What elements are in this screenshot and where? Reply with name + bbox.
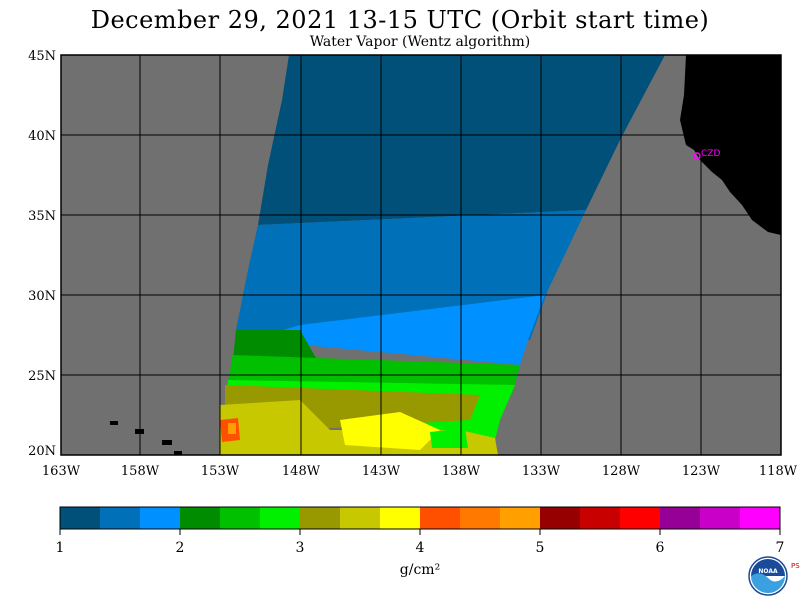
colorbar-tick-label: 4: [416, 540, 425, 556]
logo-text: NOAA: [758, 568, 778, 575]
station-label: CZD: [701, 149, 720, 159]
swath-band-bright-blue: [250, 295, 545, 365]
colorbar-tick-label: 1: [56, 540, 65, 556]
colorbar-swatch: [100, 507, 140, 529]
swath-band-yellow: [340, 412, 440, 450]
land-north-america: [680, 55, 781, 235]
noaa-logo-icon: NOAA: [748, 556, 788, 596]
psl-logo-text: PSL: [791, 562, 800, 570]
lat-label: 20N: [28, 444, 56, 459]
lon-label: 128W: [602, 464, 641, 479]
lat-label: 30N: [28, 289, 56, 304]
lat-label: 40N: [28, 129, 56, 144]
longitude-labels: 163W 158W 153W 148W 143W 138W 133W 128W …: [42, 464, 798, 479]
colorbar-swatch: [420, 507, 460, 529]
lat-label: 35N: [28, 209, 56, 224]
lon-label: 123W: [682, 464, 721, 479]
colorbar-tick-label: 2: [176, 540, 185, 556]
colorbar-swatch: [140, 507, 180, 529]
island-hawaii: [174, 451, 182, 455]
colorbar-swatch: [660, 507, 700, 529]
colorbar-swatch: [580, 507, 620, 529]
colorbar-swatch: [500, 507, 540, 529]
colorbar: [59, 506, 781, 530]
colorbar-swatch: [220, 507, 260, 529]
map-subtitle: Water Vapor (Wentz algorithm): [309, 34, 531, 50]
lon-label: 138W: [442, 464, 481, 479]
lon-label: 158W: [121, 464, 160, 479]
lat-label: 45N: [28, 49, 56, 64]
colorbar-swatch: [620, 507, 660, 529]
colorbar-tick-label: 6: [656, 540, 665, 556]
lon-label: 143W: [362, 464, 401, 479]
station-marker: CZD: [693, 149, 720, 160]
colorbar-tick-label: 3: [296, 540, 305, 556]
colorbar-swatch: [380, 507, 420, 529]
lat-label: 25N: [28, 369, 56, 384]
island-maui: [162, 440, 172, 445]
swath-band-amber-patch: [228, 423, 236, 434]
latitude-labels: 45N 40N 35N 30N 25N 20N: [28, 49, 56, 459]
map-border: [60, 54, 782, 456]
colorbar-swatch: [460, 507, 500, 529]
lon-label: 153W: [201, 464, 240, 479]
lon-label: 163W: [42, 464, 81, 479]
colorbar-unit: g/cm²: [399, 562, 441, 578]
map-title: December 29, 2021 13-15 UTC (Orbit start…: [90, 6, 710, 34]
map-panel: CZD: [60, 54, 782, 456]
colorbar-swatch: [540, 507, 580, 529]
colorbar-swatch: [60, 507, 100, 529]
lon-label: 118W: [759, 464, 798, 479]
lon-label: 148W: [282, 464, 321, 479]
colorbar-ticks: 1 2 3 4 5 6 7: [56, 529, 785, 556]
station-circle: [693, 152, 701, 160]
swath-band-bright-green-patch: [430, 428, 468, 448]
lon-label: 133W: [522, 464, 561, 479]
colorbar-swatch: [260, 507, 300, 529]
colorbar-swatch: [340, 507, 380, 529]
colorbar-swatch: [700, 507, 740, 529]
colorbar-swatch: [180, 507, 220, 529]
colorbar-swatch: [740, 507, 780, 529]
island-kauai: [110, 421, 118, 425]
colorbar-tick-label: 5: [536, 540, 545, 556]
colorbar-tick-label: 7: [776, 540, 785, 556]
colorbar-swatch: [300, 507, 340, 529]
gridlines: [61, 55, 781, 455]
